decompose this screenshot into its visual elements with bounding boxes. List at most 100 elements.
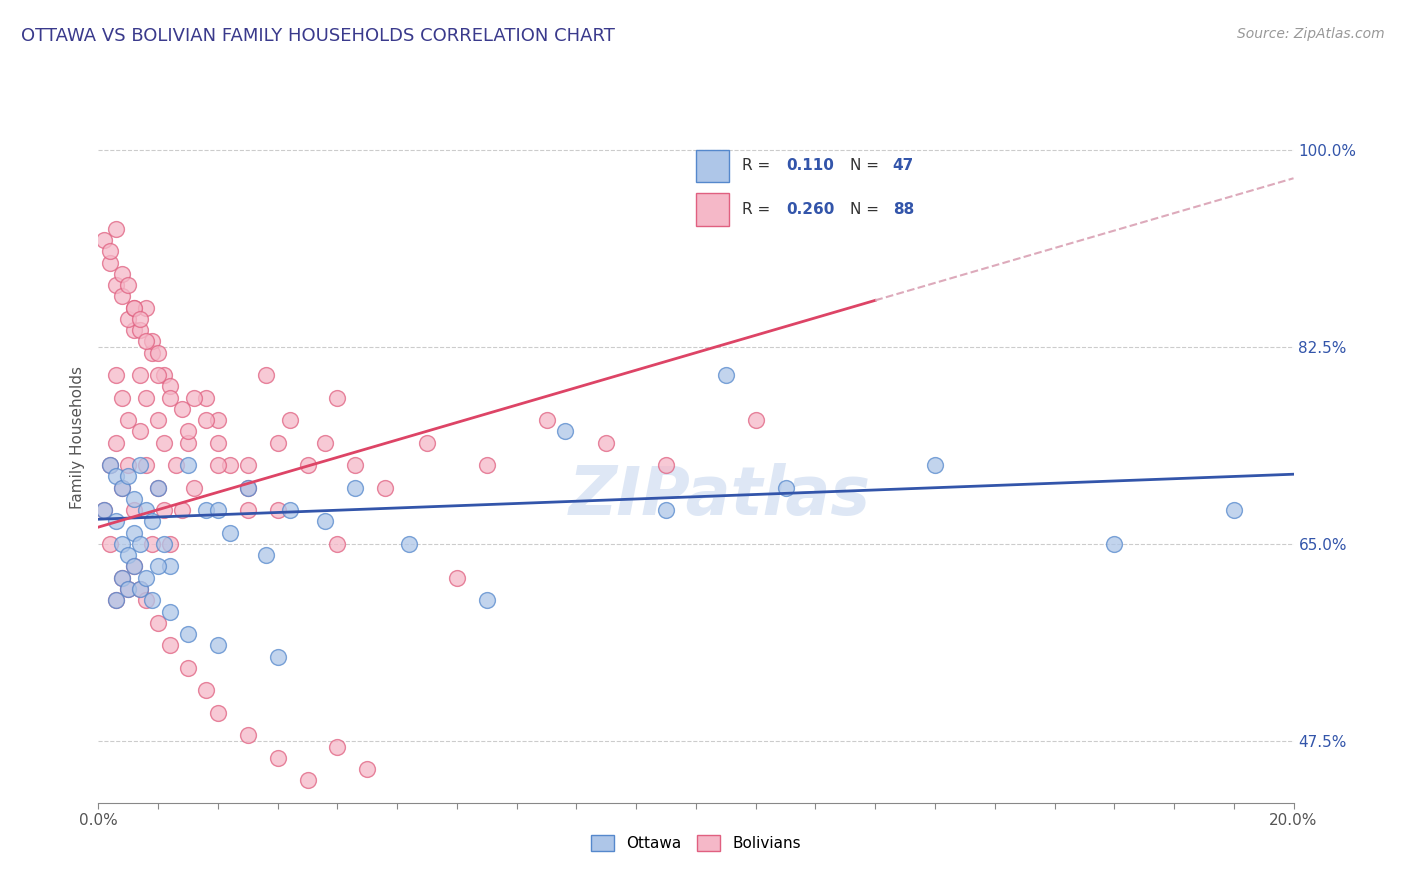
Point	[745, 413, 768, 427]
Point	[183, 391, 205, 405]
Point	[129, 458, 152, 473]
Point	[98, 458, 122, 473]
Point	[159, 537, 181, 551]
Point	[398, 537, 420, 551]
Point	[129, 312, 152, 326]
Point	[124, 301, 146, 315]
Point	[326, 739, 349, 754]
Point	[356, 762, 378, 776]
Point	[177, 435, 200, 450]
Point	[236, 503, 259, 517]
FancyBboxPatch shape	[696, 150, 728, 182]
Text: N =: N =	[851, 158, 880, 173]
Point	[446, 571, 468, 585]
Point	[207, 413, 229, 427]
Point	[536, 413, 558, 427]
Point	[207, 435, 229, 450]
Point	[141, 537, 163, 551]
Text: 0.110: 0.110	[786, 158, 834, 173]
Point	[129, 582, 152, 596]
Point	[117, 413, 139, 427]
Text: 0.260: 0.260	[786, 202, 835, 217]
Point	[111, 481, 134, 495]
Point	[111, 571, 134, 585]
Point	[93, 233, 115, 247]
Point	[219, 525, 242, 540]
Point	[315, 435, 337, 450]
Point	[93, 503, 115, 517]
Point	[326, 391, 349, 405]
Text: OTTAWA VS BOLIVIAN FAMILY HOUSEHOLDS CORRELATION CHART: OTTAWA VS BOLIVIAN FAMILY HOUSEHOLDS COR…	[21, 27, 614, 45]
Point	[98, 255, 122, 269]
Point	[165, 458, 187, 473]
Point	[135, 334, 157, 349]
Point	[98, 244, 122, 259]
Point	[135, 593, 157, 607]
Text: 88: 88	[893, 202, 914, 217]
Point	[236, 481, 259, 495]
Point	[148, 559, 170, 574]
Point	[124, 525, 146, 540]
Point	[195, 683, 218, 698]
Point	[98, 458, 122, 473]
Point	[105, 222, 128, 236]
FancyBboxPatch shape	[696, 194, 728, 226]
Point	[153, 503, 176, 517]
Point	[159, 638, 181, 652]
Point	[297, 458, 319, 473]
Point	[148, 615, 170, 630]
Point	[207, 638, 229, 652]
Point	[117, 548, 139, 562]
Point	[117, 278, 139, 293]
Point	[135, 391, 157, 405]
Point	[141, 515, 163, 529]
Point	[105, 435, 128, 450]
Point	[326, 537, 349, 551]
Point	[195, 413, 218, 427]
Point	[344, 458, 367, 473]
Point	[278, 503, 301, 517]
Point	[374, 481, 396, 495]
Point	[159, 391, 181, 405]
Point	[129, 582, 152, 596]
Point	[124, 301, 146, 315]
Point	[141, 345, 163, 359]
Point	[135, 301, 157, 315]
Point	[111, 289, 134, 303]
Point	[93, 503, 115, 517]
Point	[135, 503, 157, 517]
Point	[117, 469, 139, 483]
Point	[219, 458, 242, 473]
Point	[267, 751, 290, 765]
Point	[148, 481, 170, 495]
Point	[117, 458, 139, 473]
Point	[177, 425, 200, 439]
Point	[129, 323, 152, 337]
Point	[124, 559, 146, 574]
Point	[207, 503, 229, 517]
Point	[141, 334, 163, 349]
Point	[159, 379, 181, 393]
Point	[117, 582, 139, 596]
Point	[159, 605, 181, 619]
Point	[141, 593, 163, 607]
Point	[177, 661, 200, 675]
Point	[148, 345, 170, 359]
Point	[254, 548, 277, 562]
Point	[183, 481, 205, 495]
Y-axis label: Family Households: Family Households	[69, 366, 84, 508]
Point	[105, 368, 128, 383]
Point	[278, 413, 301, 427]
Point	[111, 481, 134, 495]
Point	[416, 435, 439, 450]
Point	[924, 458, 946, 473]
Point	[207, 458, 229, 473]
Point	[475, 458, 498, 473]
Point	[105, 515, 128, 529]
Point	[105, 593, 128, 607]
Point	[177, 458, 200, 473]
Point	[344, 481, 367, 495]
Point	[117, 312, 139, 326]
Point	[1104, 537, 1126, 551]
Point	[267, 435, 290, 450]
